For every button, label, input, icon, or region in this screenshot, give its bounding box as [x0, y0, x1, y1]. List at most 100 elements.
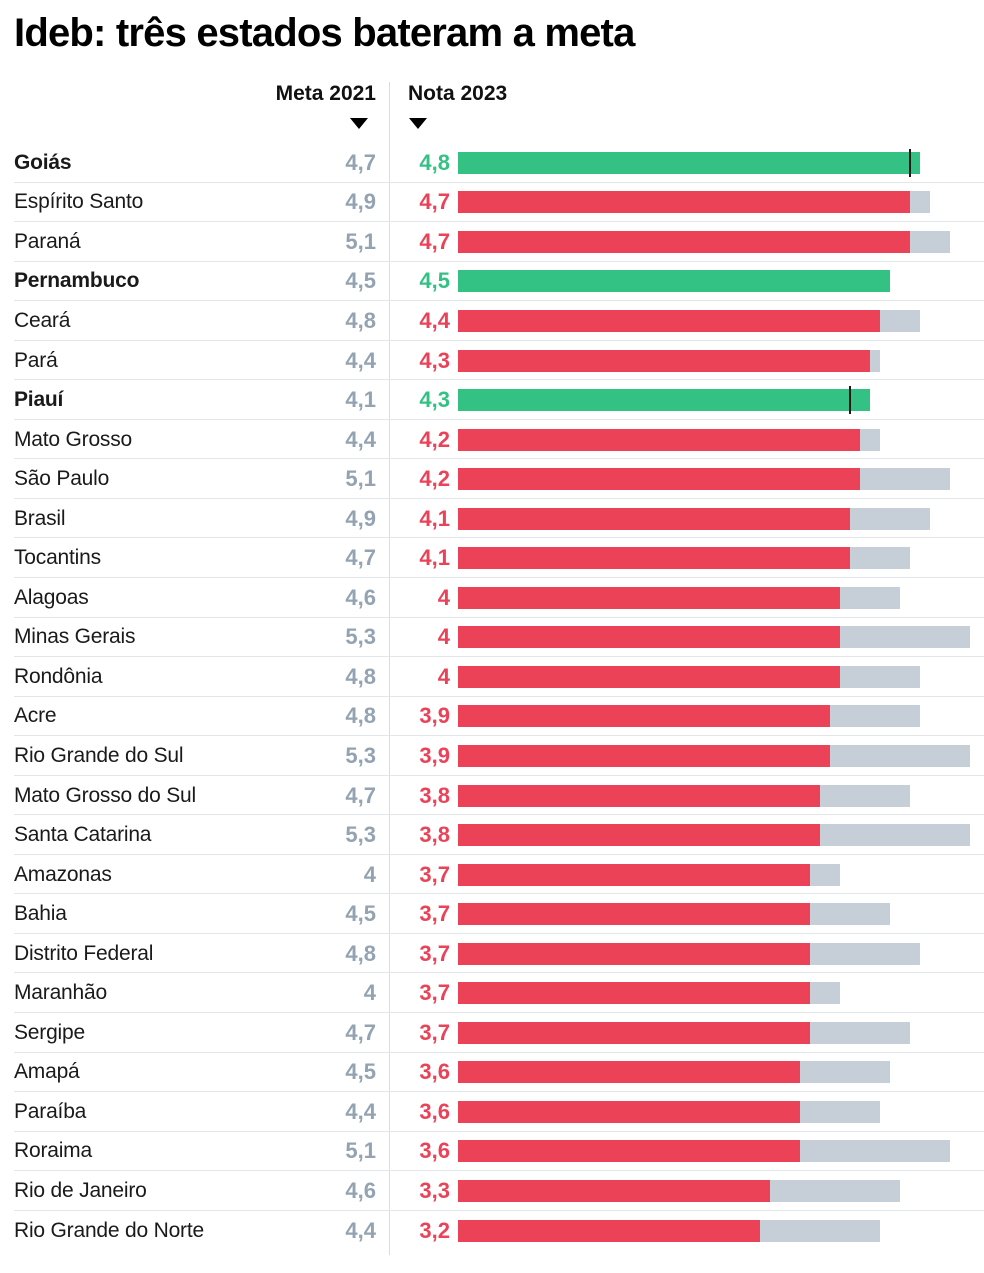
meta-value: 4,4	[345, 1217, 376, 1243]
nota-value: 4,7	[419, 189, 450, 215]
meta-tick-marker	[849, 386, 851, 415]
nota-bar-miss	[458, 349, 870, 372]
nota-bar-miss	[458, 547, 850, 570]
state-label: Bahia	[14, 902, 67, 926]
row-divider	[14, 1012, 984, 1014]
meta-tick-marker	[909, 148, 911, 177]
row-divider	[14, 695, 984, 697]
table-row: Bahia 4,5 3,7	[0, 894, 984, 934]
nota-value: 4,1	[419, 545, 450, 571]
meta-value: 4,5	[345, 901, 376, 927]
row-divider	[14, 300, 984, 302]
nota-value: 3,9	[419, 703, 450, 729]
nota-value: 4,3	[419, 387, 450, 413]
bar-group	[458, 230, 950, 253]
nota-bar-miss	[458, 428, 860, 451]
meta-value: 5,1	[345, 1138, 376, 1164]
meta-value: 4,8	[345, 663, 376, 689]
row-divider	[14, 932, 984, 934]
row-divider	[14, 577, 984, 579]
state-label: Rio Grande do Norte	[14, 1218, 204, 1242]
column-header-nota: Nota 2023	[408, 82, 508, 105]
row-divider	[14, 379, 984, 381]
bar-group	[458, 863, 840, 886]
state-label: Pará	[14, 348, 58, 372]
row-divider	[14, 1249, 984, 1250]
state-label: Mato Grosso	[14, 427, 133, 451]
meta-value: 4,5	[345, 1059, 376, 1085]
bar-group	[458, 586, 900, 609]
nota-bar-miss	[458, 744, 830, 767]
state-label: Acre	[14, 704, 57, 728]
nota-bar-miss	[458, 586, 840, 609]
nota-value: 3,6	[419, 1138, 450, 1164]
table-row: Sergipe 4,7 3,7	[0, 1013, 984, 1053]
state-label: Maranhão	[14, 981, 107, 1005]
nota-value: 3,7	[419, 940, 450, 966]
column-header-meta: Meta 2021	[275, 82, 376, 105]
bar-group	[458, 903, 890, 926]
bar-group	[458, 705, 920, 728]
meta-value: 4,5	[345, 268, 376, 294]
caret-down-icon	[350, 118, 368, 129]
table-row: Pará 4,4 4,3	[0, 341, 984, 381]
meta-value: 4,6	[345, 1177, 376, 1203]
row-divider	[14, 221, 984, 223]
nota-value: 3,8	[419, 782, 450, 808]
state-label: Distrito Federal	[14, 941, 154, 965]
nota-bar-miss	[458, 665, 840, 688]
table-row: Rio Grande do Norte 4,4 3,2	[0, 1211, 984, 1251]
bar-group	[458, 349, 880, 372]
nota-bar-miss	[458, 1021, 810, 1044]
row-divider	[14, 656, 984, 658]
table-row: Roraima 5,1 3,6	[0, 1132, 984, 1172]
state-label: Rio de Janeiro	[14, 1178, 147, 1202]
bar-group	[458, 784, 910, 807]
nota-bar-miss	[458, 1179, 770, 1202]
state-label: Roraima	[14, 1139, 92, 1163]
state-label: Mato Grosso do Sul	[14, 783, 196, 807]
table-row: Paraíba 4,4 3,6	[0, 1092, 984, 1132]
meta-value: 4	[363, 980, 376, 1006]
bar-group	[458, 191, 930, 214]
nota-value: 3,7	[419, 1019, 450, 1045]
meta-value: 5,3	[345, 624, 376, 650]
bar-group	[458, 1219, 880, 1242]
bar-group	[458, 386, 870, 415]
row-divider	[14, 181, 984, 183]
nota-bar-miss	[458, 230, 910, 253]
table-row: Minas Gerais 5,3 4	[0, 618, 984, 658]
nota-bar-hit	[458, 151, 920, 174]
table-row: Mato Grosso 4,4 4,2	[0, 420, 984, 460]
nota-value: 3,6	[419, 1059, 450, 1085]
nota-bar-miss	[458, 863, 810, 886]
meta-value: 4,8	[345, 940, 376, 966]
row-divider	[14, 1130, 984, 1132]
meta-value: 4,9	[345, 189, 376, 215]
nota-value: 4	[437, 663, 450, 689]
table-row: Paraná 5,1 4,7	[0, 222, 984, 262]
nota-bar-miss	[458, 309, 880, 332]
nota-value: 3,9	[419, 742, 450, 768]
bar-group	[458, 428, 880, 451]
row-divider	[14, 497, 984, 499]
row-divider	[14, 972, 984, 974]
row-divider	[14, 339, 984, 341]
nota-bar-hit	[458, 270, 890, 293]
table-row: Maranhão 4 3,7	[0, 973, 984, 1014]
meta-value: 4,8	[345, 307, 376, 333]
meta-value: 4,4	[345, 1098, 376, 1124]
bar-group	[458, 942, 920, 965]
state-label: Espírito Santo	[14, 190, 144, 214]
state-label: Pernambuco	[14, 269, 140, 293]
bar-group	[458, 665, 920, 688]
table-row: Pernambuco 4,5 4,5	[0, 262, 984, 302]
nota-bar-miss	[458, 191, 910, 214]
bar-group	[458, 270, 890, 293]
nota-bar-miss	[458, 942, 810, 965]
row-divider	[14, 853, 984, 855]
table-row: Santa Catarina 5,3 3,8	[0, 815, 984, 855]
nota-value: 3,6	[419, 1098, 450, 1124]
bar-group	[458, 1021, 910, 1044]
